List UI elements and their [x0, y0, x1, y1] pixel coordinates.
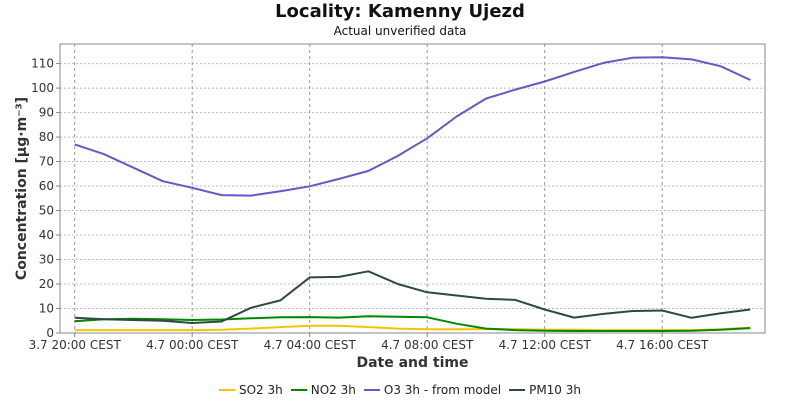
- y-tick-label: 90: [39, 106, 54, 120]
- x-tick-label: 4.7 08:00 CEST: [381, 338, 474, 352]
- y-tick-label: 70: [39, 155, 54, 169]
- x-tick-label: 4.7 04:00 CEST: [264, 338, 357, 352]
- y-axis-label: Concentration [µg·m⁻³]: [14, 97, 30, 280]
- x-axis: 3.7 20:00 CEST 4.7 00:00 CEST 4.7 04:00 CE…: [29, 333, 709, 352]
- series-line: [74, 315, 751, 332]
- legend-swatch: [363, 389, 380, 391]
- legend-swatch: [290, 389, 307, 391]
- legend-swatch: [509, 389, 526, 391]
- y-tick-label: 60: [39, 179, 54, 193]
- legend-label: O3 3h - from model: [383, 383, 502, 397]
- y-tick-label: 50: [39, 204, 54, 218]
- line-chart: 0 10 20 30 40 50 60 70 80 90 100 110 3.7 20:00 CEST…: [14, 43, 766, 371]
- y-tick-label: 80: [39, 130, 54, 144]
- chart-title: Locality: Kamenny Ujezd: [275, 1, 525, 22]
- x-axis-label: Date and time: [356, 355, 468, 371]
- legend-item: NO2 3h: [290, 383, 356, 397]
- legend-label: NO2 3h: [310, 383, 356, 397]
- x-tick-label: 4.7 00:00 CEST: [146, 338, 239, 352]
- x-tick-label: 4.7 12:00 CEST: [499, 338, 592, 352]
- grid: [60, 44, 765, 334]
- legend-item: PM10 3h: [509, 383, 581, 397]
- x-tick-label: 4.7 16:00 CEST: [616, 338, 709, 352]
- y-tick-label: 20: [39, 277, 54, 291]
- y-tick-label: 110: [31, 57, 54, 71]
- y-tick-label: 10: [39, 302, 54, 316]
- y-tick-label: 100: [31, 81, 54, 95]
- legend-label: PM10 3h: [529, 383, 581, 397]
- chart-subtitle: Actual unverified data: [333, 24, 467, 38]
- legend-label: SO2 3h: [238, 383, 283, 397]
- legend-item: O3 3h - from model: [363, 383, 502, 397]
- series-lines: [74, 56, 751, 332]
- y-tick-label: 30: [39, 253, 54, 267]
- y-axis: 0 10 20 30 40 50 60 70 80 90 100 110: [31, 57, 60, 340]
- legend-swatch: [218, 389, 235, 391]
- plot-area: [59, 43, 766, 334]
- series-line: [74, 270, 751, 324]
- x-tick-label: 3.7 20:00 CEST: [29, 338, 122, 352]
- y-tick-label: 0: [46, 326, 54, 340]
- legend-item: SO2 3h: [218, 383, 283, 397]
- series-line: [74, 56, 751, 197]
- y-tick-label: 40: [39, 228, 54, 242]
- series-line: [74, 324, 751, 332]
- legend: SO2 3h NO2 3h O3 3h - from model PM10 3h: [0, 380, 800, 397]
